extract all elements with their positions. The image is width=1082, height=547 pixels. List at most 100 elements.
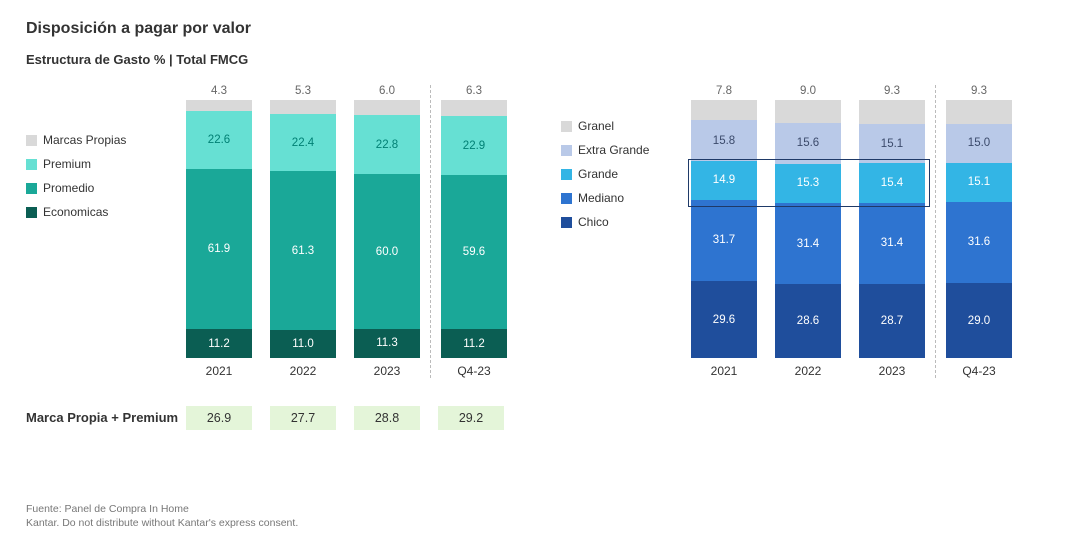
bar-segment: 22.8 <box>354 115 420 174</box>
charts-row: Marcas PropiasPremiumPromedioEconomicas … <box>26 85 1056 378</box>
legend-swatch <box>561 169 572 180</box>
bar-segment: 22.6 <box>186 111 252 169</box>
bars: 7.815.814.931.729.620219.015.615.331.428… <box>691 85 1012 378</box>
stacked-bar: 15.615.331.428.6 <box>775 100 841 358</box>
summary-row: Marca Propia + Premium 26.9 27.7 28.8 29.2 <box>26 406 1056 430</box>
column-separator <box>935 85 936 378</box>
bar-segment: 29.0 <box>946 283 1012 358</box>
bar-segment: 31.4 <box>775 203 841 284</box>
legend-label: Granel <box>578 119 614 133</box>
legend-label: Grande <box>578 167 618 181</box>
legend-swatch <box>26 183 37 194</box>
legend-label: Premium <box>43 157 91 171</box>
bar-segment: 28.7 <box>859 284 925 358</box>
bar-segment: 31.4 <box>859 203 925 284</box>
bar-column: 9.315.015.131.629.0 Q4-23 <box>946 85 1012 378</box>
bar-segment <box>186 100 252 111</box>
bar-segment: 15.3 <box>775 164 841 204</box>
legend-swatch <box>561 193 572 204</box>
bars: 4.322.661.911.220215.322.461.311.020226.… <box>186 85 507 378</box>
legend-left: Marcas PropiasPremiumPromedioEconomicas <box>26 85 186 219</box>
bar-segment: 59.6 <box>441 175 507 329</box>
bar-top-label: 4.3 <box>211 85 227 100</box>
footnote-line: Fuente: Panel de Compra In Home <box>26 502 298 517</box>
bar-top-label: 6.0 <box>379 85 395 100</box>
bar-column: 9.015.615.331.428.62022 <box>775 85 841 378</box>
legend-item: Promedio <box>26 181 186 195</box>
bar-segment: 22.9 <box>441 116 507 175</box>
bar-segment: 15.1 <box>859 124 925 163</box>
x-axis-label: 2022 <box>290 364 317 378</box>
legend-label: Mediano <box>578 191 624 205</box>
bar-top-label: 9.3 <box>884 85 900 100</box>
bar-column: 6.022.860.011.32023 <box>354 85 420 378</box>
x-axis-label: 2023 <box>374 364 401 378</box>
legend-item: Extra Grande <box>561 143 691 157</box>
bar-segment: 15.8 <box>691 120 757 161</box>
bar-segment: 15.4 <box>859 163 925 203</box>
legend-label: Extra Grande <box>578 143 649 157</box>
bar-segment: 15.0 <box>946 124 1012 163</box>
footnotes: Fuente: Panel de Compra In Home Kantar. … <box>26 502 298 531</box>
bar-segment: 11.3 <box>354 329 420 358</box>
bar-segment <box>270 100 336 114</box>
page-subtitle: Estructura de Gasto % | Total FMCG <box>26 52 1056 67</box>
stacked-bar: 15.115.431.428.7 <box>859 100 925 358</box>
bar-segment: 28.6 <box>775 284 841 358</box>
summary-cell: 28.8 <box>354 406 420 430</box>
chart-left: 4.322.661.911.220215.322.461.311.020226.… <box>186 85 507 378</box>
bar-segment: 11.2 <box>186 329 252 358</box>
legend-swatch <box>26 135 37 146</box>
legend-label: Chico <box>578 215 609 229</box>
bar-segment: 61.9 <box>186 169 252 329</box>
bar-segment: 29.6 <box>691 281 757 358</box>
bar-segment: 22.4 <box>270 114 336 172</box>
stacked-bar: 15.015.131.629.0 <box>946 100 1012 358</box>
x-axis-label: 2022 <box>795 364 822 378</box>
summary-cell: 26.9 <box>186 406 252 430</box>
summary-cell: 29.2 <box>438 406 504 430</box>
x-axis-label: Q4-23 <box>962 364 995 378</box>
bar-column: 4.322.661.911.22021 <box>186 85 252 378</box>
legend-swatch <box>561 145 572 156</box>
bar-segment: 11.2 <box>441 329 507 358</box>
bar-top-label: 9.0 <box>800 85 816 100</box>
legend-item: Premium <box>26 157 186 171</box>
x-axis-label: 2021 <box>206 364 233 378</box>
bar-segment <box>859 100 925 124</box>
stacked-bar: 22.860.011.3 <box>354 100 420 358</box>
stacked-bar: 22.959.611.2 <box>441 100 507 358</box>
x-axis-label: 2021 <box>711 364 738 378</box>
stacked-bar: 15.814.931.729.6 <box>691 100 757 358</box>
chart-right: 7.815.814.931.729.620219.015.615.331.428… <box>691 85 1012 378</box>
legend-item: Chico <box>561 215 691 229</box>
legend-label: Economicas <box>43 205 108 219</box>
bar-column: 5.322.461.311.02022 <box>270 85 336 378</box>
bar-segment: 11.0 <box>270 330 336 358</box>
bar-column: 6.322.959.611.2Q4-23 <box>441 85 507 378</box>
legend-label: Promedio <box>43 181 94 195</box>
page: Disposición a pagar por valor Estructura… <box>0 0 1082 547</box>
legend-item: Granel <box>561 119 691 133</box>
footnote-line: Kantar. Do not distribute without Kantar… <box>26 516 298 531</box>
legend-right: Granel Extra Grande Grande Mediano Chico <box>561 85 691 229</box>
bar-top-label: 6.3 <box>466 85 482 100</box>
column-separator <box>430 85 431 378</box>
bar-segment <box>441 100 507 116</box>
legend-swatch <box>561 217 572 228</box>
bar-segment: 15.6 <box>775 123 841 163</box>
bar-segment <box>775 100 841 123</box>
bar-column: 9.315.115.431.428.72023 <box>859 85 925 378</box>
summary-cells: 26.9 27.7 28.8 29.2 <box>186 406 504 430</box>
summary-cell: 27.7 <box>270 406 336 430</box>
bar-top-label: 9.3 <box>971 85 987 100</box>
bar-segment: 15.1 <box>946 163 1012 202</box>
summary-label: Marca Propia + Premium <box>26 410 186 426</box>
bar-segment: 60.0 <box>354 174 420 329</box>
bar-segment <box>691 100 757 120</box>
bar-segment <box>354 100 420 115</box>
bar-segment <box>946 100 1012 124</box>
bar-column: 7.815.814.931.729.62021 <box>691 85 757 378</box>
legend-item: Grande <box>561 167 691 181</box>
stacked-bar: 22.661.911.2 <box>186 100 252 358</box>
